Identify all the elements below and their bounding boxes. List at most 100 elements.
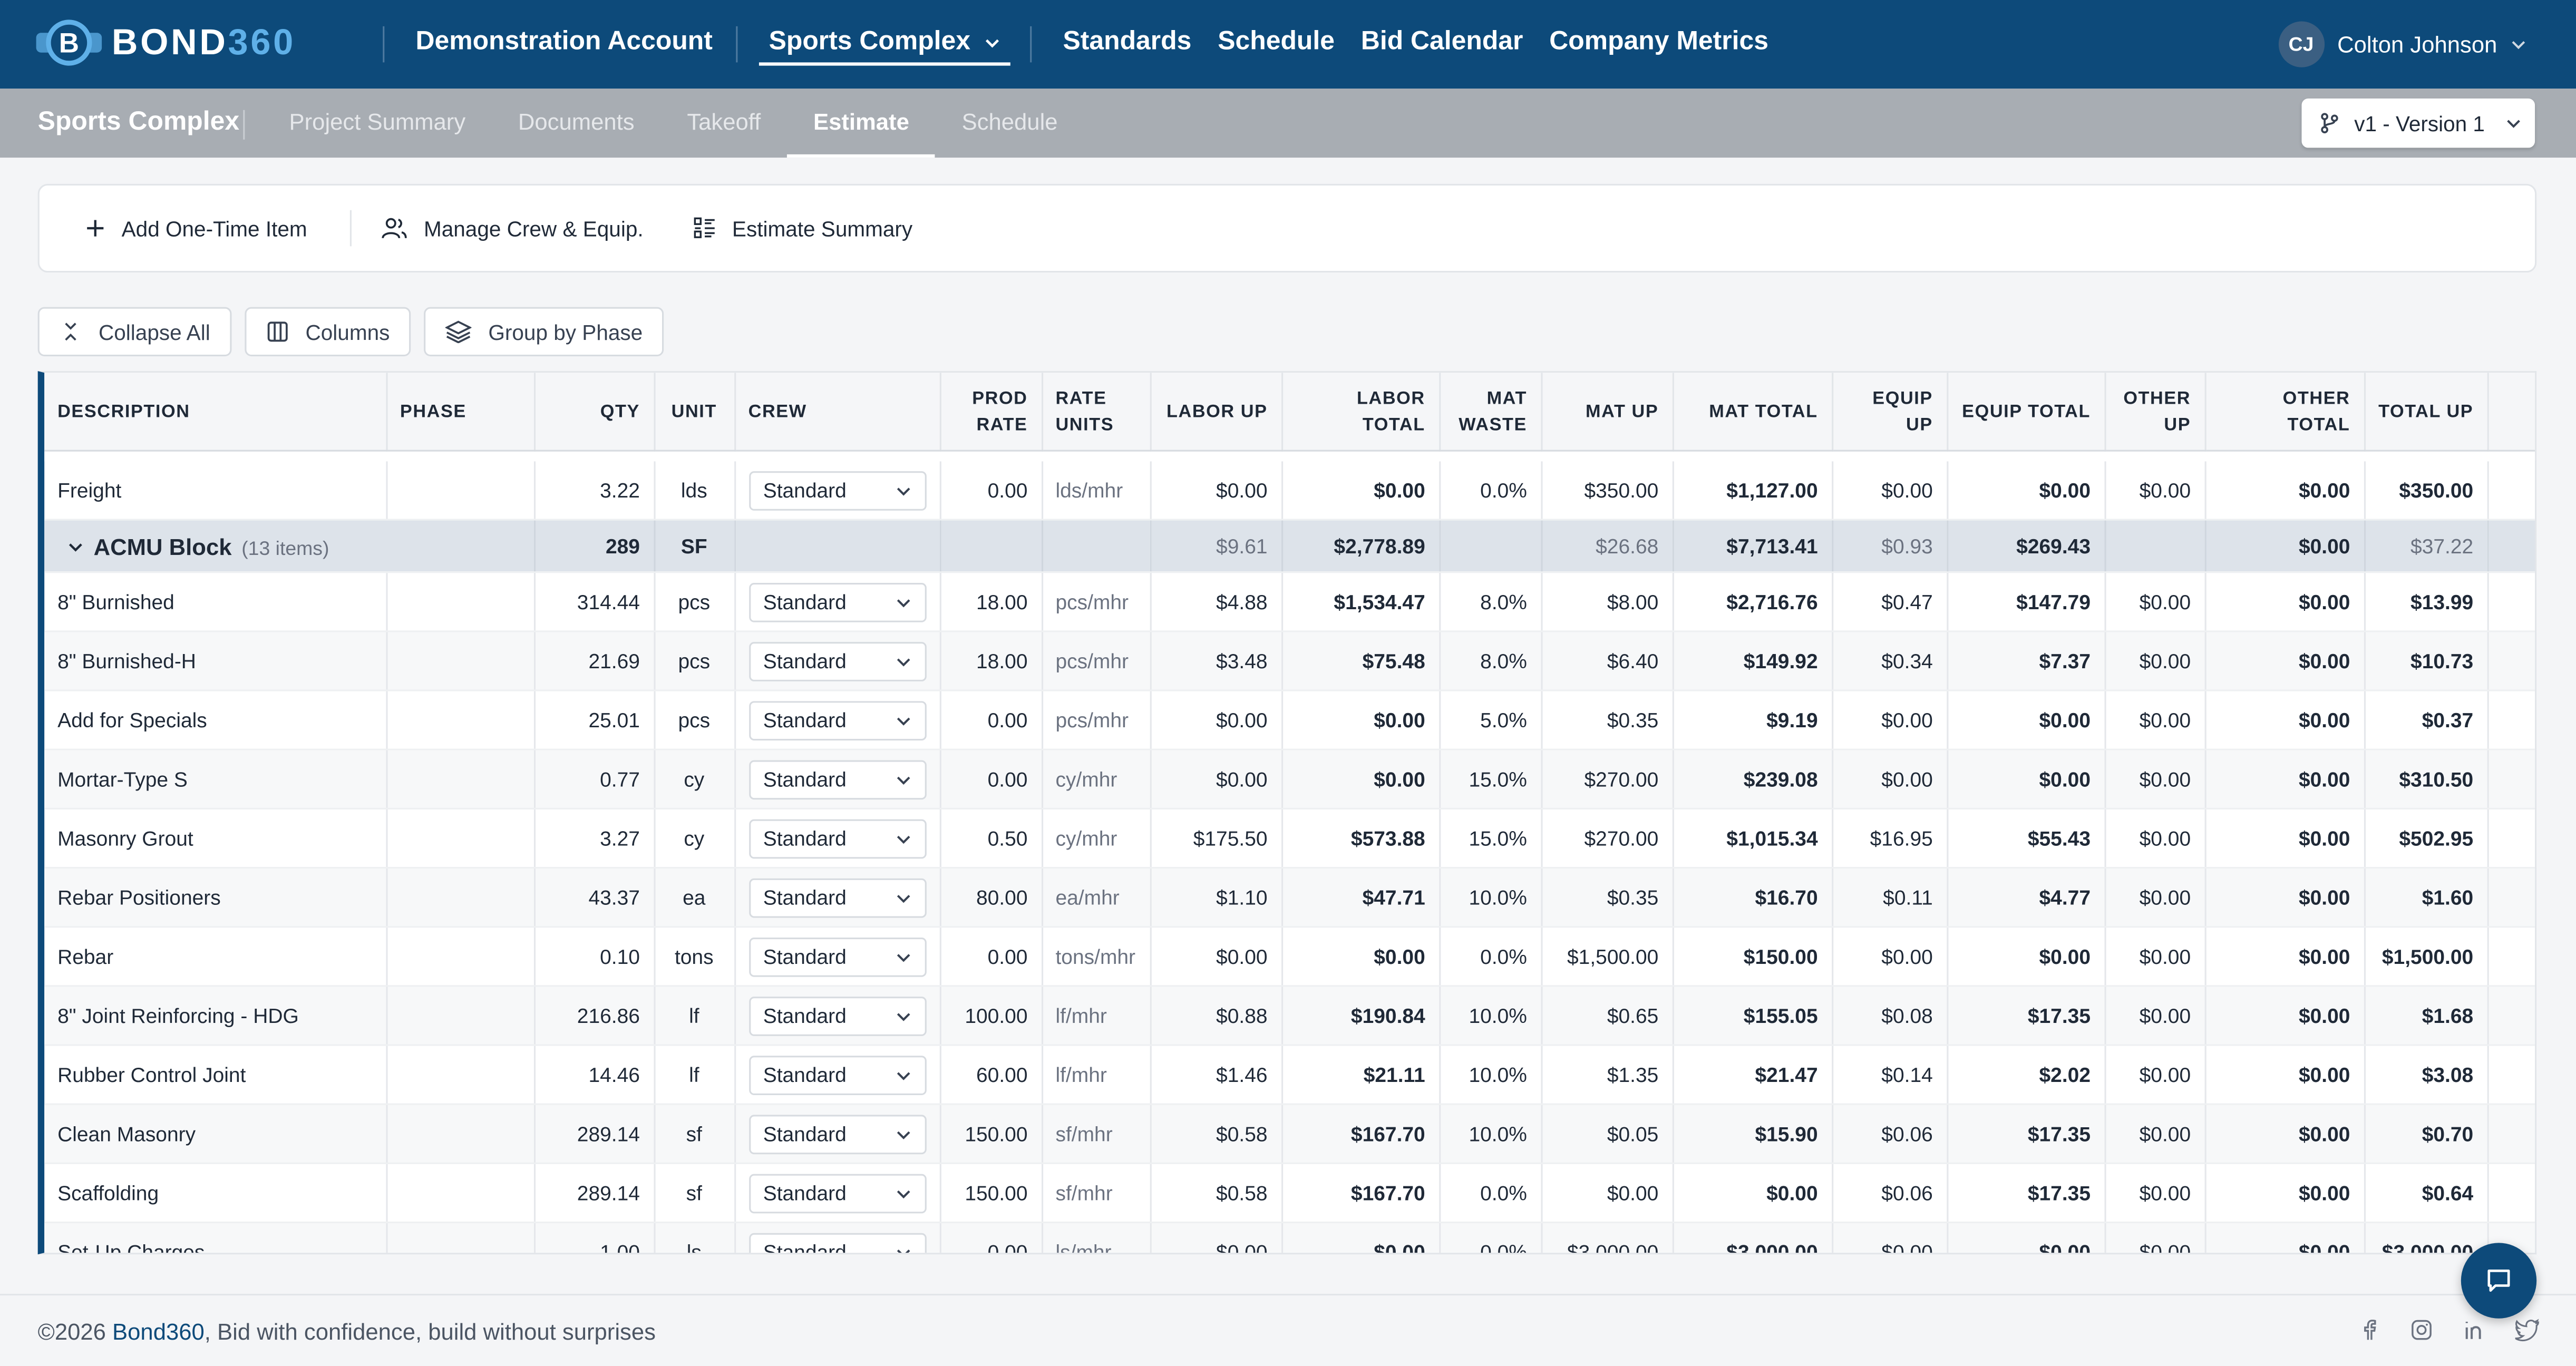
table-row[interactable]: Set-Up Charges 1.00 ls Standard 0.00 ls/mhr $0… [44,1222,2535,1253]
crew-select[interactable]: Standard [748,818,926,858]
tab-documents[interactable]: Documents [518,108,635,135]
crew-select[interactable]: Standard [748,759,926,799]
crew-select[interactable]: Standard [748,641,926,681]
cell-mat-waste[interactable]: 5.0% [1439,690,1542,750]
cell-prod-rate[interactable]: 150.00 [939,1104,1043,1164]
table-row[interactable]: Rubber Control Joint 14.46 lf Standard 60.00… [44,1045,2535,1105]
cell-desc[interactable]: 8" Burnished [44,572,387,632]
table-row[interactable]: Clean Masonry 289.14 sf Standard 150.00 sf/mh… [44,1104,2535,1164]
tab-project-summary[interactable]: Project Summary [289,108,466,135]
cell-mat-up[interactable]: $0.05 [1541,1104,1674,1164]
cell-prod-rate[interactable]: 0.00 [939,1222,1043,1253]
cell-mat-up[interactable]: $0.35 [1541,867,1674,928]
chat-button[interactable] [2461,1243,2537,1319]
table-row[interactable]: Rebar Positioners 43.37 ea Standard 80.00 ea/… [44,867,2535,928]
columns-button[interactable]: Columns [245,307,411,357]
col-header-phase[interactable]: PHASE [386,373,535,452]
cell-qty[interactable]: 289.14 [533,1163,655,1224]
crew-select[interactable]: Standard [748,1173,926,1213]
cell-mat-up[interactable]: $1.35 [1541,1045,1674,1105]
group-row-acmu-block[interactable]: ACMU Block (13 items) 289 SF $9.61 $2,778.89 $… [44,520,2535,573]
estimate-table-container[interactable]: DESCRIPTION PHASE QTY UNIT CREW PROD RATE… [37,371,2537,1255]
cell-qty[interactable]: 43.37 [533,867,655,928]
crew-select[interactable]: Standard [748,936,926,977]
manage-crew-button[interactable]: Manage Crew & Equip. [352,209,644,248]
cell-prod-rate[interactable]: 80.00 [939,867,1043,928]
cell-desc[interactable]: Rubber Control Joint [44,1045,387,1105]
table-row[interactable]: Freight 3.22 lds Standard 0.00 lds/mhr $0.00 $0… [44,461,2535,521]
crew-select[interactable]: Standard [748,582,926,622]
cell-mat-waste[interactable]: 15.0% [1439,808,1542,869]
col-header-unit[interactable]: UNIT [654,373,735,452]
chevron-down-icon[interactable] [67,538,84,554]
cell-mat-waste[interactable]: 15.0% [1439,749,1542,809]
table-row[interactable]: 8" Burnished 314.44 pcs Standard 18.00 pcs/mh… [44,572,2535,632]
cell-mat-waste[interactable]: 8.0% [1439,631,1542,691]
crew-select[interactable]: Standard [748,877,926,918]
cell-qty[interactable]: 216.86 [533,986,655,1046]
cell-mat-waste[interactable]: 10.0% [1439,867,1542,928]
col-header-equip-total[interactable]: EQUIP TOTAL [1947,373,2106,452]
cell-mat-up[interactable]: $3,000.00 [1541,1222,1674,1253]
cell-qty[interactable]: 3.27 [533,808,655,869]
cell-desc[interactable]: Clean Masonry [44,1104,387,1164]
cell-mat-up[interactable]: $350.00 [1541,461,1674,521]
cell-prod-rate[interactable]: 0.00 [939,461,1043,521]
project-selector[interactable]: Sports Complex [759,23,1010,66]
twitter-icon[interactable] [2515,1319,2540,1342]
crew-select[interactable]: Standard [748,1232,926,1253]
collapse-all-button[interactable]: Collapse All [37,307,232,357]
col-header-mat-up[interactable]: MAT UP [1541,373,1674,452]
col-header-qty[interactable]: QTY [533,373,655,452]
crew-select[interactable]: Standard [748,1055,926,1095]
cell-desc[interactable]: Add for Specials [44,690,387,750]
cell-mat-waste[interactable]: 0.0% [1439,1222,1542,1253]
table-row[interactable]: 8" Burnished-H 21.69 pcs Standard 18.00 pcs/m… [44,631,2535,691]
cell-mat-up[interactable]: $0.00 [1541,1163,1674,1224]
cell-mat-up[interactable]: $0.35 [1541,690,1674,750]
cell-qty[interactable]: 314.44 [533,572,655,632]
cell-mat-up[interactable]: $8.00 [1541,572,1674,632]
cell-qty[interactable]: 0.77 [533,749,655,809]
col-header-equip-up[interactable]: EQUIP UP [1832,373,1948,452]
cell-desc[interactable]: Rebar [44,926,387,987]
cell-mat-waste[interactable]: 8.0% [1439,572,1542,632]
crew-select[interactable]: Standard [748,470,926,510]
cell-qty[interactable]: 0.10 [533,926,655,987]
table-row[interactable]: 8" Joint Reinforcing - HDG 216.86 lf Standa… [44,986,2535,1046]
add-one-time-item-button[interactable]: Add One-Time Item [40,209,307,248]
table-row[interactable]: Rebar 0.10 tons Standard 0.00 tons/mhr $0.00 $0… [44,926,2535,987]
col-header-total-up[interactable]: TOTAL UP [2364,373,2488,452]
nav-link-bid-calendar[interactable]: Bid Calendar [1360,27,1523,56]
cell-qty[interactable]: 14.46 [533,1045,655,1105]
user-menu[interactable]: CJ Colton Johnson [2278,21,2527,67]
cell-desc[interactable]: Set-Up Charges [44,1222,387,1253]
version-selector[interactable]: v1 - Version 1 [2301,98,2535,148]
cell-mat-waste[interactable]: 0.0% [1439,926,1542,987]
facebook-icon[interactable] [2357,1319,2380,1342]
cell-prod-rate[interactable]: 0.00 [939,690,1043,750]
table-row[interactable]: Mortar-Type S 0.77 cy Standard 0.00 cy/mhr $0.… [44,749,2535,809]
cell-prod-rate[interactable]: 18.00 [939,572,1043,632]
cell-mat-up[interactable]: $0.65 [1541,986,1674,1046]
cell-prod-rate[interactable]: 100.00 [939,986,1043,1046]
cell-desc[interactable]: Freight [44,461,387,521]
col-header-labor-total[interactable]: LABOR TOTAL [1281,373,1440,452]
cell-prod-rate[interactable]: 150.00 [939,1163,1043,1224]
nav-link-standards[interactable]: Standards [1063,27,1192,56]
account-name[interactable]: Demonstration Account [415,27,713,56]
table-row[interactable]: Add for Specials 25.01 pcs Standard 0.00 pcs/… [44,690,2535,750]
cell-mat-waste[interactable]: 0.0% [1439,461,1542,521]
instagram-icon[interactable] [2410,1319,2433,1342]
cell-desc[interactable]: 8" Burnished-H [44,631,387,691]
cell-qty[interactable]: 289.14 [533,1104,655,1164]
cell-desc[interactable]: 8" Joint Reinforcing - HDG [44,986,387,1046]
col-header-crew[interactable]: CREW [734,373,941,452]
nav-link-company-metrics[interactable]: Company Metrics [1549,27,1768,56]
col-header-rate-units[interactable]: RATE UNITS [1041,373,1151,452]
brand-logo[interactable]: B BOND360 [36,16,296,69]
cell-prod-rate[interactable]: 0.50 [939,808,1043,869]
cell-qty[interactable]: 3.22 [533,461,655,521]
cell-desc[interactable]: Rebar Positioners [44,867,387,928]
cell-mat-up[interactable]: $1,500.00 [1541,926,1674,987]
